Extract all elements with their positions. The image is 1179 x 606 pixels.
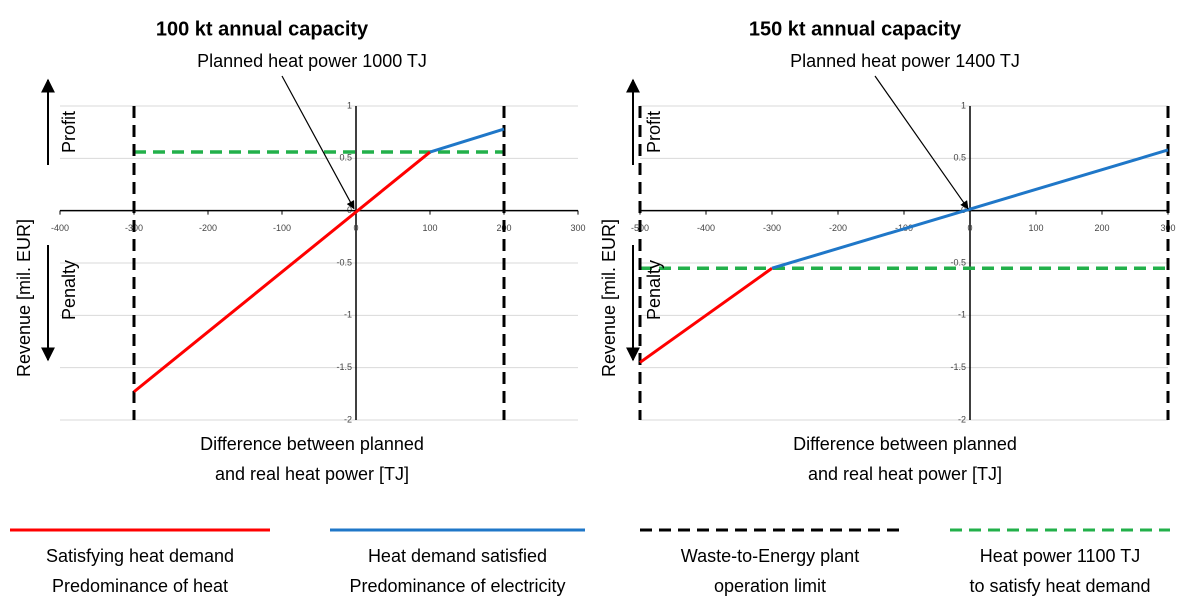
penalty-label: Penalty bbox=[644, 260, 664, 320]
chart-title: 150 kt annual capacity bbox=[749, 18, 962, 40]
y-tick-label: -2 bbox=[344, 414, 352, 424]
x-tick-label: 100 bbox=[422, 223, 437, 233]
x-axis-label: and real heat power [TJ] bbox=[215, 464, 409, 484]
x-tick-label: -400 bbox=[51, 223, 69, 233]
x-axis-label: Difference between planned bbox=[200, 434, 424, 454]
chart-title: 100 kt annual capacity bbox=[156, 18, 369, 40]
legend-label: Heat power 1100 TJ bbox=[980, 546, 1140, 566]
x-tick-label: -400 bbox=[697, 223, 715, 233]
annotation: Planned heat power 1000 TJ bbox=[197, 51, 427, 71]
profit-label: Profit bbox=[59, 111, 79, 153]
y-tick-label: 1 bbox=[961, 100, 966, 110]
annotation-arrow bbox=[281, 75, 355, 210]
y-axis-label: Revenue [mil. EUR] bbox=[14, 219, 34, 377]
x-tick-label: -100 bbox=[273, 223, 291, 233]
series-line bbox=[639, 267, 773, 364]
y-tick-label: -1.5 bbox=[950, 362, 966, 372]
annotation-arrow bbox=[874, 75, 969, 210]
x-tick-label: -200 bbox=[829, 223, 847, 233]
y-tick-label: 0.5 bbox=[339, 153, 352, 163]
x-tick-label: 0 bbox=[967, 223, 972, 233]
penalty-label: Penalty bbox=[59, 260, 79, 320]
x-axis-label: Difference between planned bbox=[793, 434, 1017, 454]
series-line bbox=[133, 150, 431, 393]
x-tick-label: 0 bbox=[353, 223, 358, 233]
y-tick-label: 0.5 bbox=[953, 153, 966, 163]
legend-label: Heat demand satisfied bbox=[368, 546, 547, 566]
legend-label: Waste-to-Energy plant bbox=[681, 546, 859, 566]
y-tick-label: -0.5 bbox=[950, 257, 966, 267]
y-tick-label: 1 bbox=[347, 100, 352, 110]
y-tick-label: -1 bbox=[344, 310, 352, 320]
legend-label: operation limit bbox=[714, 576, 826, 596]
x-tick-label: -200 bbox=[199, 223, 217, 233]
series-line bbox=[429, 127, 505, 154]
x-tick-label: 100 bbox=[1028, 223, 1043, 233]
x-tick-label: -300 bbox=[763, 223, 781, 233]
annotation: Planned heat power 1400 TJ bbox=[790, 51, 1020, 71]
y-tick-label: -1.5 bbox=[336, 362, 352, 372]
profit-label: Profit bbox=[644, 111, 664, 153]
legend-label: to satisfy heat demand bbox=[969, 576, 1150, 596]
y-tick-label: -1 bbox=[958, 310, 966, 320]
legend-label: Predominance of electricity bbox=[349, 576, 565, 596]
legend-label: Satisfying heat demand bbox=[46, 546, 234, 566]
x-tick-label: 200 bbox=[1094, 223, 1109, 233]
series-line bbox=[771, 148, 1169, 270]
y-tick-label: -0.5 bbox=[336, 257, 352, 267]
x-tick-label: 300 bbox=[570, 223, 585, 233]
y-axis-label: Revenue [mil. EUR] bbox=[599, 219, 619, 377]
x-axis-label: and real heat power [TJ] bbox=[808, 464, 1002, 484]
legend-label: Predominance of heat bbox=[52, 576, 228, 596]
y-tick-label: -2 bbox=[958, 414, 966, 424]
